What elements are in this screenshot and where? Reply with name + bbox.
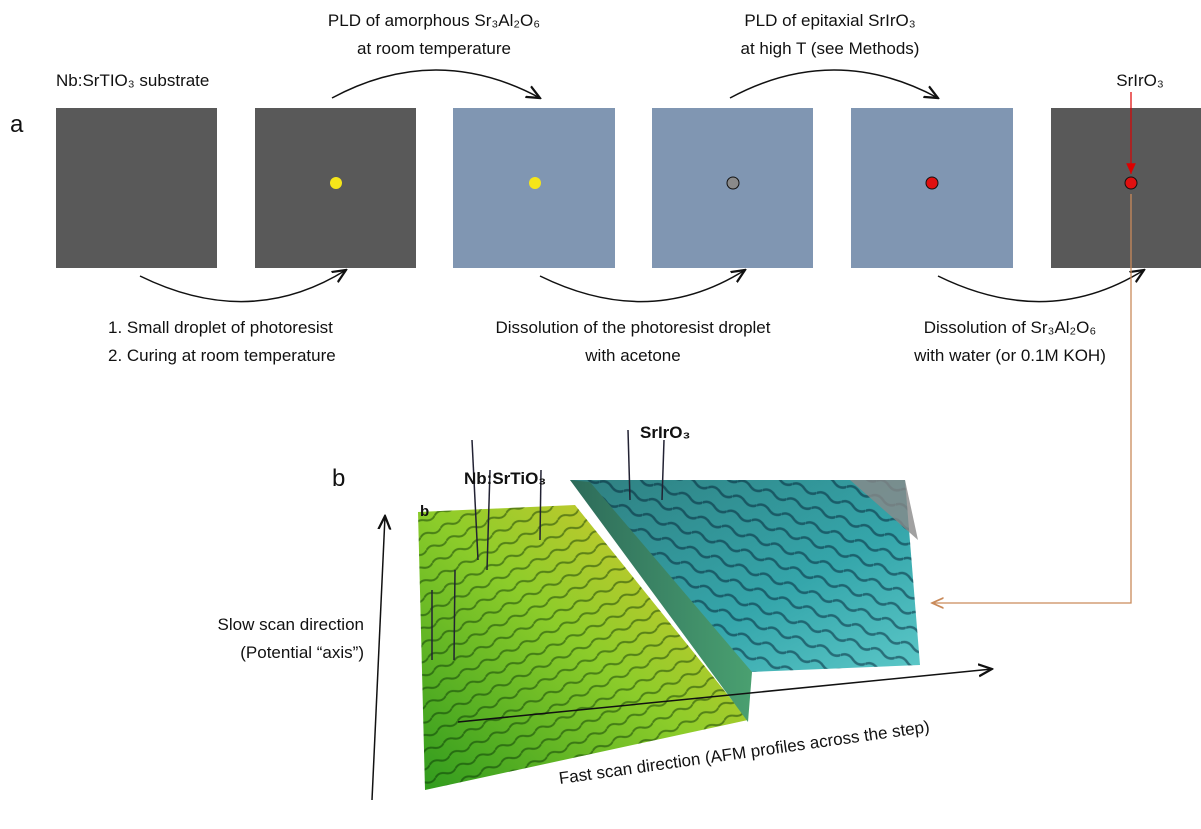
step-label: Dissolution of Sr₃Al₂O₆ [924,318,1097,337]
droplet [926,177,938,189]
axis-label: Slow scan direction [218,615,364,634]
droplet [529,177,541,189]
target-label: SrIrO₃ [1116,71,1164,90]
figure: a Nb:SrTIO₃ substrate PLD of amorphous S… [0,0,1201,829]
droplet [727,177,739,189]
step-label: 1. Small droplet of photoresist [108,318,333,337]
axis-label: (Potential “axis”) [240,643,364,662]
step-label: with acetone [584,346,680,365]
substrate [1051,108,1201,268]
droplet [330,177,342,189]
step-label: with water (or 0.1M KOH) [913,346,1106,365]
panel-b: b SrIrO₃ Nb:SrTiO₃ b Slow scan direction… [218,423,994,800]
substrate [56,108,217,268]
step-label: 2. Curing at room temperature [108,346,336,365]
substrate-label: Nb:SrTiO₃ [464,469,546,488]
inset-label: b [420,503,429,520]
step-label: at room temperature [357,39,511,58]
step-label: PLD of epitaxial SrIrO₃ [744,11,915,30]
substrate-label: Nb:SrTIO₃ substrate [56,71,209,90]
panel-label: b [332,465,345,492]
panel-label: a [10,111,24,138]
step-label: PLD of amorphous Sr₃Al₂O₆ [328,11,540,30]
step-label: at high T (see Methods) [741,39,920,58]
axis-arrow [372,516,385,800]
step-label: Dissolution of the photoresist droplet [496,318,771,337]
droplet [1125,177,1137,189]
film-label: SrIrO₃ [640,423,690,442]
